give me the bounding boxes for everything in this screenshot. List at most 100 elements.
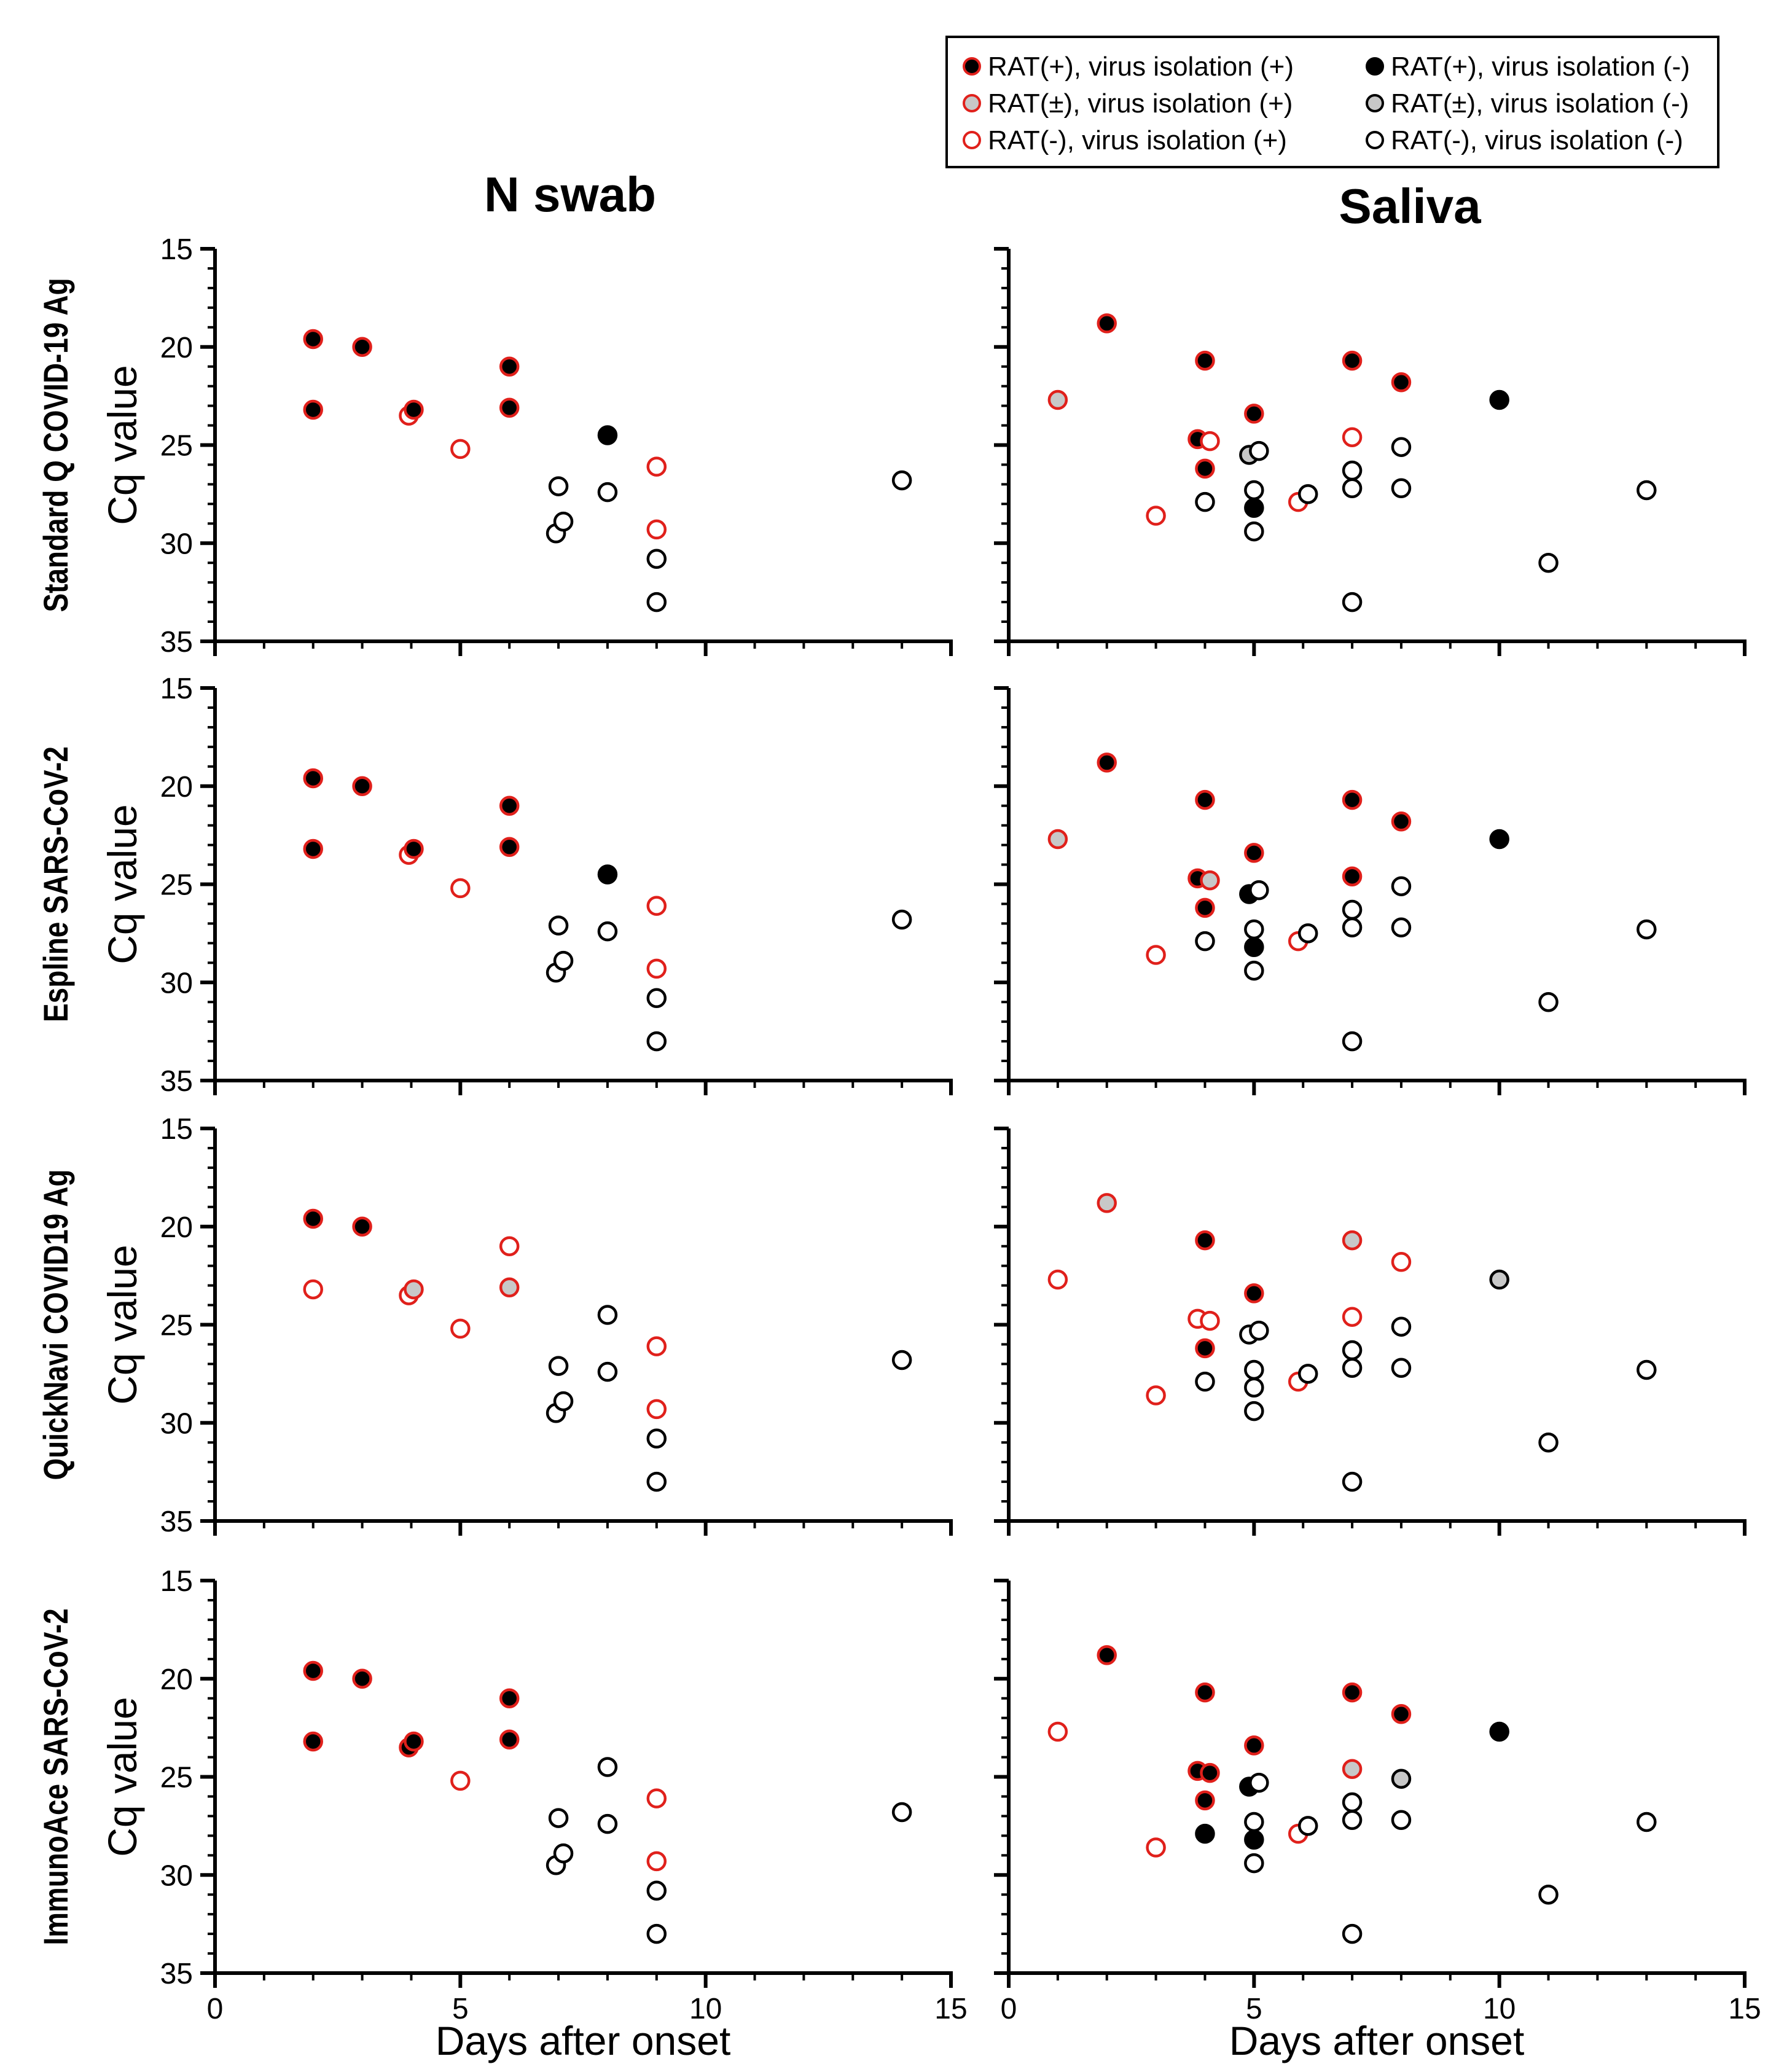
x-tick-label: 0 xyxy=(207,1993,224,2025)
y-tick-label: 30 xyxy=(160,528,193,560)
data-point-pn xyxy=(1489,389,1509,410)
data-point-nn xyxy=(548,915,569,936)
data-point-pp xyxy=(499,397,520,418)
data-point-nn xyxy=(1244,1812,1264,1832)
y-tick-label: 15 xyxy=(160,673,193,705)
data-point-nn xyxy=(1391,876,1412,896)
data-point-pp xyxy=(404,839,424,859)
data-point-nn xyxy=(1249,880,1269,901)
data-point-np xyxy=(1342,427,1363,447)
data-point-pp xyxy=(303,1208,323,1229)
data-point-nn xyxy=(597,921,618,942)
data-point-pp xyxy=(1195,897,1215,918)
y-tick-label: 15 xyxy=(160,1565,193,1598)
legend-marker-bn xyxy=(1366,94,1384,112)
data-point-pn xyxy=(1244,498,1264,518)
y-axis-label: Cq value xyxy=(100,365,145,525)
data-point-np xyxy=(303,1279,323,1300)
data-point-np xyxy=(646,958,667,979)
data-point-bp xyxy=(1047,829,1068,850)
data-point-nn xyxy=(1342,592,1363,612)
data-point-nn xyxy=(1244,1359,1264,1380)
data-point-nn xyxy=(1249,1320,1269,1341)
data-point-nn xyxy=(891,1802,912,1823)
data-point-nn xyxy=(646,549,667,569)
panel-r2-c1 xyxy=(994,1127,1747,1536)
y-tick-label: 25 xyxy=(160,869,193,902)
data-point-pp xyxy=(1342,866,1363,886)
data-point-nn xyxy=(553,511,574,532)
data-point-nn xyxy=(1244,919,1264,940)
data-point-pp xyxy=(352,1668,372,1689)
data-point-np xyxy=(646,1399,667,1420)
data-point-nn xyxy=(646,988,667,1009)
data-point-nn xyxy=(891,1350,912,1370)
data-point-nn xyxy=(1538,552,1559,573)
data-point-pp xyxy=(1195,1230,1215,1251)
data-point-pn xyxy=(597,864,618,885)
x-axis-label: Days after onset xyxy=(1229,2018,1525,2063)
data-point-pn xyxy=(1244,937,1264,957)
data-point-np xyxy=(1146,945,1166,965)
data-point-pp xyxy=(352,1216,372,1237)
data-point-nn xyxy=(1297,1364,1318,1384)
legend-marker-pp xyxy=(963,57,981,76)
data-point-np xyxy=(450,1318,471,1339)
data-point-nn xyxy=(1342,899,1363,920)
data-point-np xyxy=(1342,1307,1363,1327)
y-tick-label: 25 xyxy=(160,1310,193,1342)
data-point-nn xyxy=(597,1813,618,1834)
legend-box xyxy=(945,36,1719,168)
row-title: Espline SARS-CoV-2 xyxy=(37,746,75,1022)
data-point-nn xyxy=(1538,1884,1559,1905)
x-tick-label: 10 xyxy=(1483,1993,1516,2025)
data-point-pp xyxy=(404,399,424,420)
data-point-nn xyxy=(1195,931,1215,952)
data-point-bp xyxy=(1342,1230,1363,1251)
data-point-np xyxy=(646,1788,667,1808)
data-point-nn xyxy=(1391,917,1412,938)
data-point-nn xyxy=(1342,1358,1363,1378)
data-point-np xyxy=(646,1336,667,1356)
row-title: Standard Q COVID-19 Ag xyxy=(37,278,75,612)
data-point-nn xyxy=(553,1843,574,1864)
legend-label-np: RAT(-), virus isolation (+) xyxy=(988,125,1287,155)
data-point-nn xyxy=(1391,478,1412,499)
data-point-np xyxy=(646,456,667,477)
legend-marker-bp xyxy=(963,94,981,112)
data-point-pp xyxy=(499,796,520,816)
legend-label-pp: RAT(+), virus isolation (+) xyxy=(988,52,1294,82)
data-point-nn xyxy=(1391,437,1412,457)
legend-label-pn: RAT(+), virus isolation (-) xyxy=(1391,52,1690,82)
x-tick-label: 5 xyxy=(1246,1993,1262,2025)
data-point-pp xyxy=(1342,1682,1363,1703)
data-point-pp xyxy=(352,337,372,357)
data-point-pp xyxy=(1097,313,1117,334)
data-point-pp xyxy=(1244,1283,1264,1304)
data-point-pp xyxy=(303,839,323,859)
data-point-nn xyxy=(1244,1853,1264,1874)
data-point-nn xyxy=(1342,1340,1363,1361)
data-point-nn xyxy=(1342,1031,1363,1052)
x-tick-label: 15 xyxy=(934,1993,967,2025)
data-point-nn xyxy=(1391,1810,1412,1831)
data-point-nn xyxy=(1342,1810,1363,1831)
legend-label-bp: RAT(±), virus isolation (+) xyxy=(988,88,1293,119)
data-point-nn xyxy=(597,1361,618,1382)
panel-r0-c0: 15 20 25 30 35 Cq value Standard Q COVID-19 Ag xyxy=(37,233,953,659)
data-point-nn xyxy=(1297,923,1318,944)
data-point-pn xyxy=(597,425,618,445)
y-tick-label: 30 xyxy=(160,967,193,999)
data-point-nn xyxy=(1342,1923,1363,1944)
panels: 15 20 25 30 35 Cq value Standard Q COVID-19 Ag… xyxy=(37,233,1761,2063)
data-point-nn xyxy=(1637,480,1657,501)
data-point-pp xyxy=(499,1688,520,1708)
data-point-np xyxy=(1200,431,1220,452)
data-point-nn xyxy=(1342,1792,1363,1813)
data-point-nn xyxy=(553,1391,574,1412)
data-point-bp xyxy=(1097,1193,1117,1213)
data-point-pp xyxy=(303,329,323,350)
data-point-np xyxy=(1146,506,1166,526)
panel-r2-c0: 15 20 25 30 35 Cq value QuickNavi COVID19 Ag xyxy=(37,1113,953,1538)
